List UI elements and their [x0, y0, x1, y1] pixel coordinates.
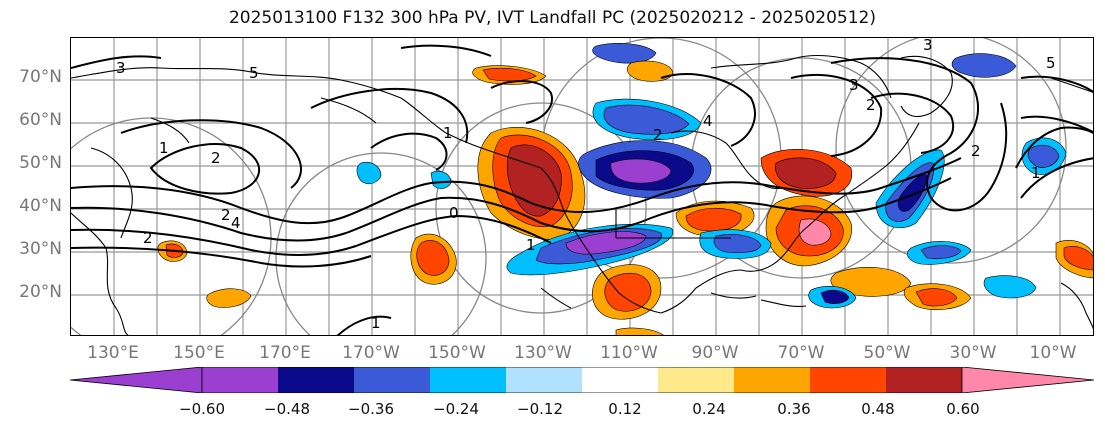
contour-label: 5 — [249, 64, 259, 82]
lon-label: 50°W — [863, 343, 911, 363]
lat-label: 70°N — [19, 67, 62, 87]
map-title: 2025013100 F132 300 hPa PV, IVT Landfall… — [228, 8, 876, 28]
colorbar-bin — [734, 367, 810, 393]
lon-label: 70°W — [777, 343, 825, 363]
lon-label: 170°W — [342, 343, 400, 363]
lat-label: 30°N — [19, 239, 62, 259]
lat-label: 60°N — [19, 110, 62, 130]
contour-labels: 3 2 1 2 1 0 1 4 3 2 5 3 2 1 2 2 1 5 4 — [116, 38, 1056, 332]
contour-label: 2 — [211, 149, 221, 167]
contour-label: 4 — [231, 214, 241, 232]
colorbar-bin — [886, 367, 962, 393]
colorbar-bin — [582, 367, 658, 393]
lon-label: 110°W — [600, 343, 658, 363]
colorbar-tick: 0.48 — [861, 400, 895, 418]
contour-label: 2 — [143, 229, 153, 247]
lat-label: 50°N — [19, 153, 62, 173]
colorbar-bins — [201, 367, 963, 393]
colorbar-tick: −0.24 — [433, 400, 479, 418]
contour-label: 3 — [116, 59, 126, 77]
colorbar-tick: −0.12 — [517, 400, 563, 418]
colorbar-tick: 0.12 — [608, 400, 642, 418]
colorbar-bin — [354, 367, 430, 393]
contour-label: 1 — [443, 124, 453, 142]
colorbar-extend-high — [961, 367, 1094, 393]
colorbar-tick: −0.60 — [179, 400, 225, 418]
lon-label: 150°W — [428, 343, 486, 363]
coastlines — [71, 54, 1093, 335]
contour-label: 1 — [526, 236, 536, 254]
contour-label: 0 — [449, 204, 459, 222]
pv-anomaly-fills — [157, 43, 1093, 335]
contour-label: 2 — [653, 126, 663, 144]
contour-label: 2 — [866, 96, 876, 114]
lon-label: 90°W — [691, 343, 739, 363]
colorbar-tick: −0.48 — [264, 400, 310, 418]
colorbar-extend-low — [70, 367, 203, 393]
pv-contours — [71, 44, 1093, 335]
contour-label: 3 — [923, 38, 933, 54]
contour-label: 1 — [159, 139, 169, 157]
lon-label: 130°E — [87, 343, 139, 363]
lon-label: 30°W — [949, 343, 997, 363]
colorbar-bin — [810, 367, 886, 393]
contour-label: 5 — [1046, 54, 1056, 72]
colorbar-bin — [278, 367, 354, 393]
lon-label: 170°E — [259, 343, 311, 363]
colorbar-bin — [202, 367, 278, 393]
contour-label: 1 — [371, 314, 381, 332]
map-canvas: 3 2 1 2 1 0 1 4 3 2 5 3 2 1 2 2 1 5 4 — [71, 38, 1093, 335]
map-panel: 3 2 1 2 1 0 1 4 3 2 5 3 2 1 2 2 1 5 4 — [70, 37, 1094, 336]
colorbar-bin — [506, 367, 582, 393]
lat-label: 20°N — [19, 282, 62, 302]
lat-label: 40°N — [19, 196, 62, 216]
contour-label: 2 — [221, 206, 231, 224]
contour-label: 2 — [971, 142, 981, 160]
lon-label: 150°E — [173, 343, 225, 363]
colorbar-tick: 0.36 — [777, 400, 811, 418]
contour-label: 4 — [703, 112, 713, 130]
colorbar-tick: 0.60 — [946, 400, 980, 418]
lon-label: 10°W — [1029, 343, 1077, 363]
contour-label: 1 — [1031, 164, 1041, 182]
colorbar-bin — [658, 367, 734, 393]
colorbar-bin — [430, 367, 506, 393]
lon-label: 130°W — [514, 343, 572, 363]
contour-label: 3 — [849, 76, 859, 94]
colorbar-tick: 0.24 — [692, 400, 726, 418]
colorbar-tick: −0.36 — [348, 400, 394, 418]
colorbar — [70, 367, 1094, 393]
